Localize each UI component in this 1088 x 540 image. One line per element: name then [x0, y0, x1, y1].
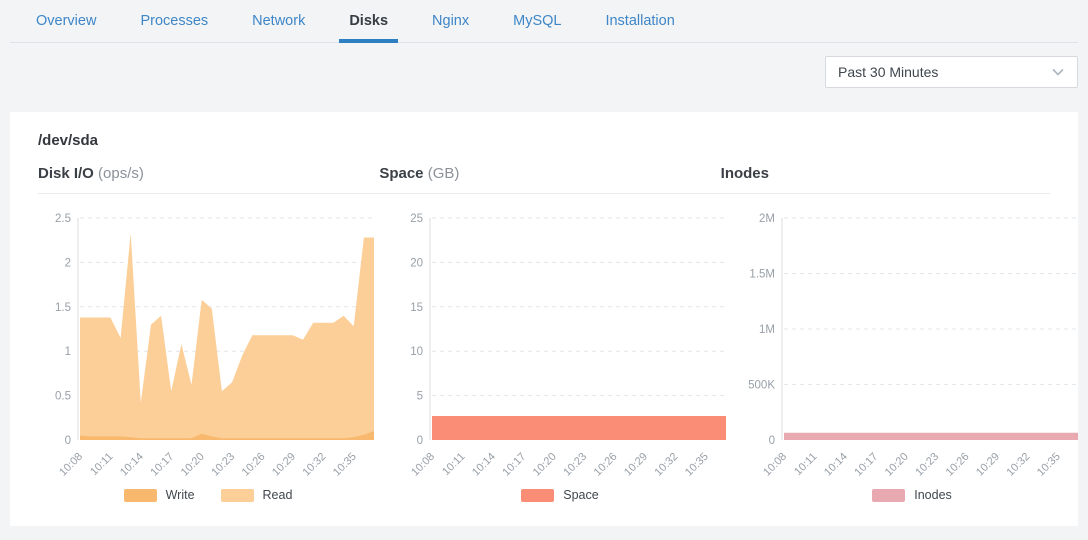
svg-text:0.5: 0.5	[55, 391, 71, 403]
svg-text:1: 1	[65, 346, 71, 358]
tab-nginx[interactable]: Nginx	[432, 13, 470, 29]
chart-unit: (GB)	[427, 165, 460, 182]
svg-text:0: 0	[417, 435, 423, 447]
svg-text:10:26: 10:26	[592, 451, 620, 479]
svg-text:10:35: 10:35	[331, 451, 359, 479]
divider	[38, 193, 1050, 194]
svg-text:500K: 500K	[748, 380, 775, 392]
svg-text:10:32: 10:32	[652, 451, 680, 479]
space-chart: 0 5 10 15 20 25 10:08 10:11 10:14 10:17 10:20 10:23…	[409, 213, 726, 479]
inodes-chart-column: 0 500K 1M 1.5M 2M 10:08 10:11 10:14 10:17 10:20 10…	[742, 194, 1082, 502]
svg-text:1M: 1M	[759, 324, 775, 336]
legend-item-read[interactable]: Read	[220, 488, 293, 502]
chart-title-disk-io: Disk I/O (ops/s)	[38, 165, 144, 182]
legend-label: Read	[262, 488, 293, 502]
svg-text:10:08: 10:08	[57, 451, 85, 479]
tab-mysql[interactable]: MySQL	[513, 13, 562, 29]
legend-swatch-icon	[521, 488, 555, 502]
svg-text:10:11: 10:11	[792, 451, 819, 478]
svg-text:25: 25	[410, 213, 423, 225]
svg-text:10:20: 10:20	[531, 451, 559, 479]
space-legend: Space	[390, 488, 730, 502]
tab-processes[interactable]: Processes	[140, 13, 209, 29]
legend-swatch-icon	[123, 488, 157, 502]
svg-text:10:26: 10:26	[944, 451, 972, 479]
legend-label: Write	[165, 488, 195, 502]
svg-text:1.5: 1.5	[55, 302, 71, 314]
disk-io-legend: Write Read	[38, 488, 378, 502]
svg-text:10:29: 10:29	[974, 451, 1002, 479]
chart-title-inodes: Inodes	[720, 165, 769, 182]
disk-io-chart-column: 0 0.5 1 1.5 2 2.5 10:08 10:11 10:14 10:17 10:20 10:…	[38, 194, 378, 502]
tab-installation[interactable]: Installation	[605, 13, 675, 29]
svg-text:10:11: 10:11	[440, 451, 467, 478]
svg-text:10:11: 10:11	[88, 451, 115, 478]
space-chart-column: 0 5 10 15 20 25 10:08 10:11 10:14 10:17 10:20 10:23…	[390, 194, 730, 502]
device-title: /dev/sda	[38, 132, 99, 149]
svg-text:10:14: 10:14	[118, 451, 146, 479]
svg-text:10:08: 10:08	[761, 451, 789, 479]
legend-item-space[interactable]: Space	[521, 488, 599, 502]
time-range-value: Past 30 Minutes	[838, 64, 939, 80]
svg-text:10:14: 10:14	[822, 451, 850, 479]
time-range-dropdown[interactable]: Past 30 Minutes	[825, 56, 1078, 88]
svg-text:0: 0	[769, 435, 775, 447]
svg-text:2: 2	[65, 257, 71, 269]
svg-text:15: 15	[410, 302, 423, 314]
svg-text:10:23: 10:23	[913, 451, 941, 479]
chart-titles-row: Disk I/O (ops/s) Space (GB) Inodes	[38, 165, 1050, 182]
legend-label: Inodes	[914, 488, 952, 502]
svg-text:10:35: 10:35	[1035, 451, 1063, 479]
svg-text:10:20: 10:20	[179, 451, 207, 479]
legend-swatch-icon	[220, 488, 254, 502]
svg-text:10:23: 10:23	[561, 451, 589, 479]
svg-text:10:17: 10:17	[852, 451, 880, 479]
legend-item-write[interactable]: Write	[123, 488, 195, 502]
svg-text:10:20: 10:20	[883, 451, 911, 479]
svg-text:10:17: 10:17	[500, 451, 528, 479]
toolbar: Past 30 Minutes	[0, 43, 1088, 112]
svg-text:10: 10	[410, 346, 423, 358]
svg-text:1.5M: 1.5M	[749, 269, 775, 281]
svg-text:0: 0	[65, 435, 71, 447]
svg-text:2.5: 2.5	[55, 213, 71, 225]
legend-swatch-icon	[872, 488, 906, 502]
svg-text:10:17: 10:17	[148, 451, 176, 479]
disk-card: /dev/sda Disk I/O (ops/s) Space (GB) Ino…	[10, 112, 1078, 526]
svg-text:10:14: 10:14	[470, 451, 498, 479]
svg-text:10:29: 10:29	[270, 451, 298, 479]
legend-label: Space	[563, 488, 599, 502]
svg-text:10:08: 10:08	[409, 451, 437, 479]
tab-disks[interactable]: Disks	[339, 0, 398, 43]
tab-network[interactable]: Network	[252, 13, 306, 29]
svg-text:2M: 2M	[759, 213, 775, 225]
svg-text:10:23: 10:23	[209, 451, 237, 479]
chart-title-space: Space (GB)	[379, 165, 460, 182]
tab-bar: Overview Processes Network Disks Nginx MySQL I…	[10, 0, 1078, 43]
svg-text:5: 5	[417, 391, 423, 403]
chart-unit: (ops/s)	[98, 165, 144, 182]
svg-text:10:35: 10:35	[683, 451, 711, 479]
svg-text:20: 20	[410, 257, 423, 269]
svg-text:10:29: 10:29	[622, 451, 650, 479]
charts-row: 0 0.5 1 1.5 2 2.5 10:08 10:11 10:14 10:17 10:20 10:…	[38, 194, 1078, 502]
chevron-down-icon	[1050, 64, 1066, 80]
disk-io-chart: 00.511.522.510:08 10:11 10:14 10:17 10:20 10:…	[55, 213, 374, 479]
svg-text:10:32: 10:32	[300, 451, 328, 479]
svg-text:10:26: 10:26	[240, 451, 268, 479]
inodes-legend: Inodes	[742, 488, 1082, 502]
legend-item-inodes[interactable]: Inodes	[872, 488, 952, 502]
tab-overview[interactable]: Overview	[36, 13, 97, 29]
svg-text:10:32: 10:32	[1004, 451, 1032, 479]
